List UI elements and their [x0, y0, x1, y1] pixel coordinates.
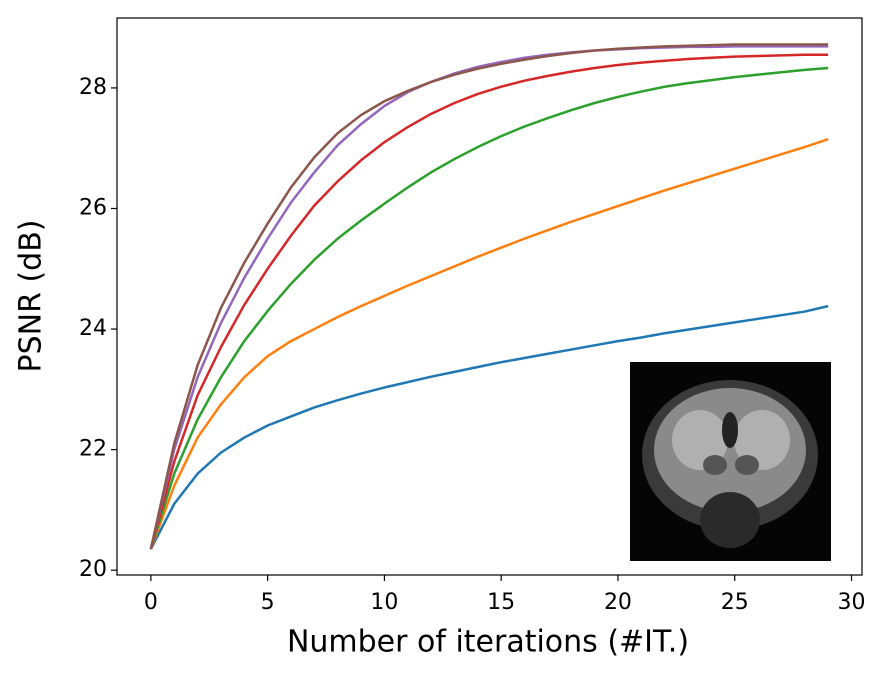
series-line	[149, 137, 829, 550]
y-tick-label: 22	[79, 437, 107, 462]
x-tick-label: 30	[837, 590, 865, 615]
inset-mri	[630, 362, 831, 561]
x-axis-label: Number of iterations (#IT.)	[287, 625, 689, 660]
series-line	[149, 304, 829, 550]
y-tick-label: 28	[79, 75, 107, 100]
series-line	[149, 53, 829, 550]
y-tick-label: 24	[79, 316, 107, 341]
y-tick-label: 26	[79, 195, 107, 220]
x-tick-label: 15	[487, 590, 515, 615]
series-line	[149, 45, 829, 550]
x-tick-label: 25	[721, 590, 749, 615]
y-axis-label: PSNR (dB)	[14, 220, 49, 373]
x-tick-label: 20	[604, 590, 632, 615]
y-tick-label: 20	[79, 557, 107, 582]
x-tick-label: 0	[144, 590, 158, 615]
x-tick-label: 10	[370, 590, 398, 615]
plot-frame	[116, 17, 863, 576]
x-tick-label: 5	[261, 590, 275, 615]
series-line	[149, 66, 829, 550]
series-line	[149, 43, 829, 550]
